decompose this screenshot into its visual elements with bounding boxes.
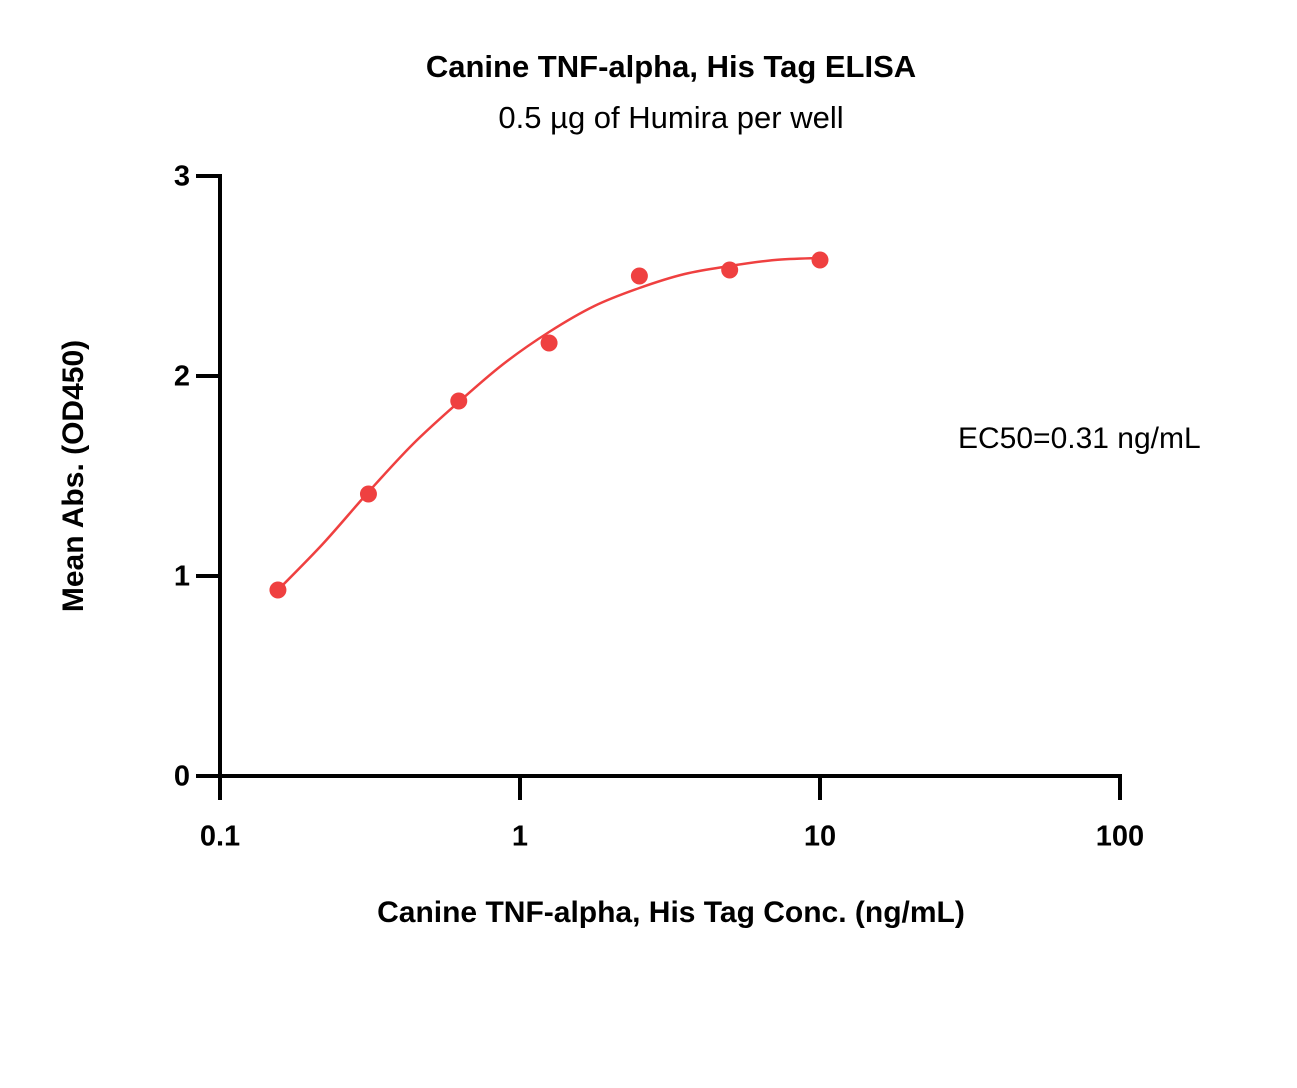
x-tick-label: 100 (1096, 821, 1144, 853)
data-point (630, 267, 648, 285)
y-tick-label: 0 (174, 761, 190, 793)
y-axis-label: Mean Abs. (OD450) (57, 340, 90, 612)
x-tick-label: 10 (804, 821, 836, 853)
data-point (811, 251, 829, 269)
y-tick-label: 1 (174, 561, 190, 593)
data-point (269, 581, 287, 599)
fit-curve (277, 256, 821, 591)
annotation: EC50=0.31 ng/mL (958, 422, 1201, 455)
y-tick-label: 2 (174, 361, 190, 393)
data-point (721, 261, 739, 279)
x-tick-label: 1 (512, 821, 528, 853)
chart-subtitle: 0.5 µg of Humira per well (498, 100, 843, 135)
chart-title: Canine TNF-alpha, His Tag ELISA (426, 49, 916, 84)
data-point (359, 485, 377, 503)
data-point (540, 334, 558, 352)
y-tick-label: 3 (174, 161, 190, 193)
data-point (450, 392, 468, 410)
x-axis-label: Canine TNF-alpha, His Tag Conc. (ng/mL) (377, 896, 965, 929)
x-tick-label: 0.1 (200, 821, 240, 853)
